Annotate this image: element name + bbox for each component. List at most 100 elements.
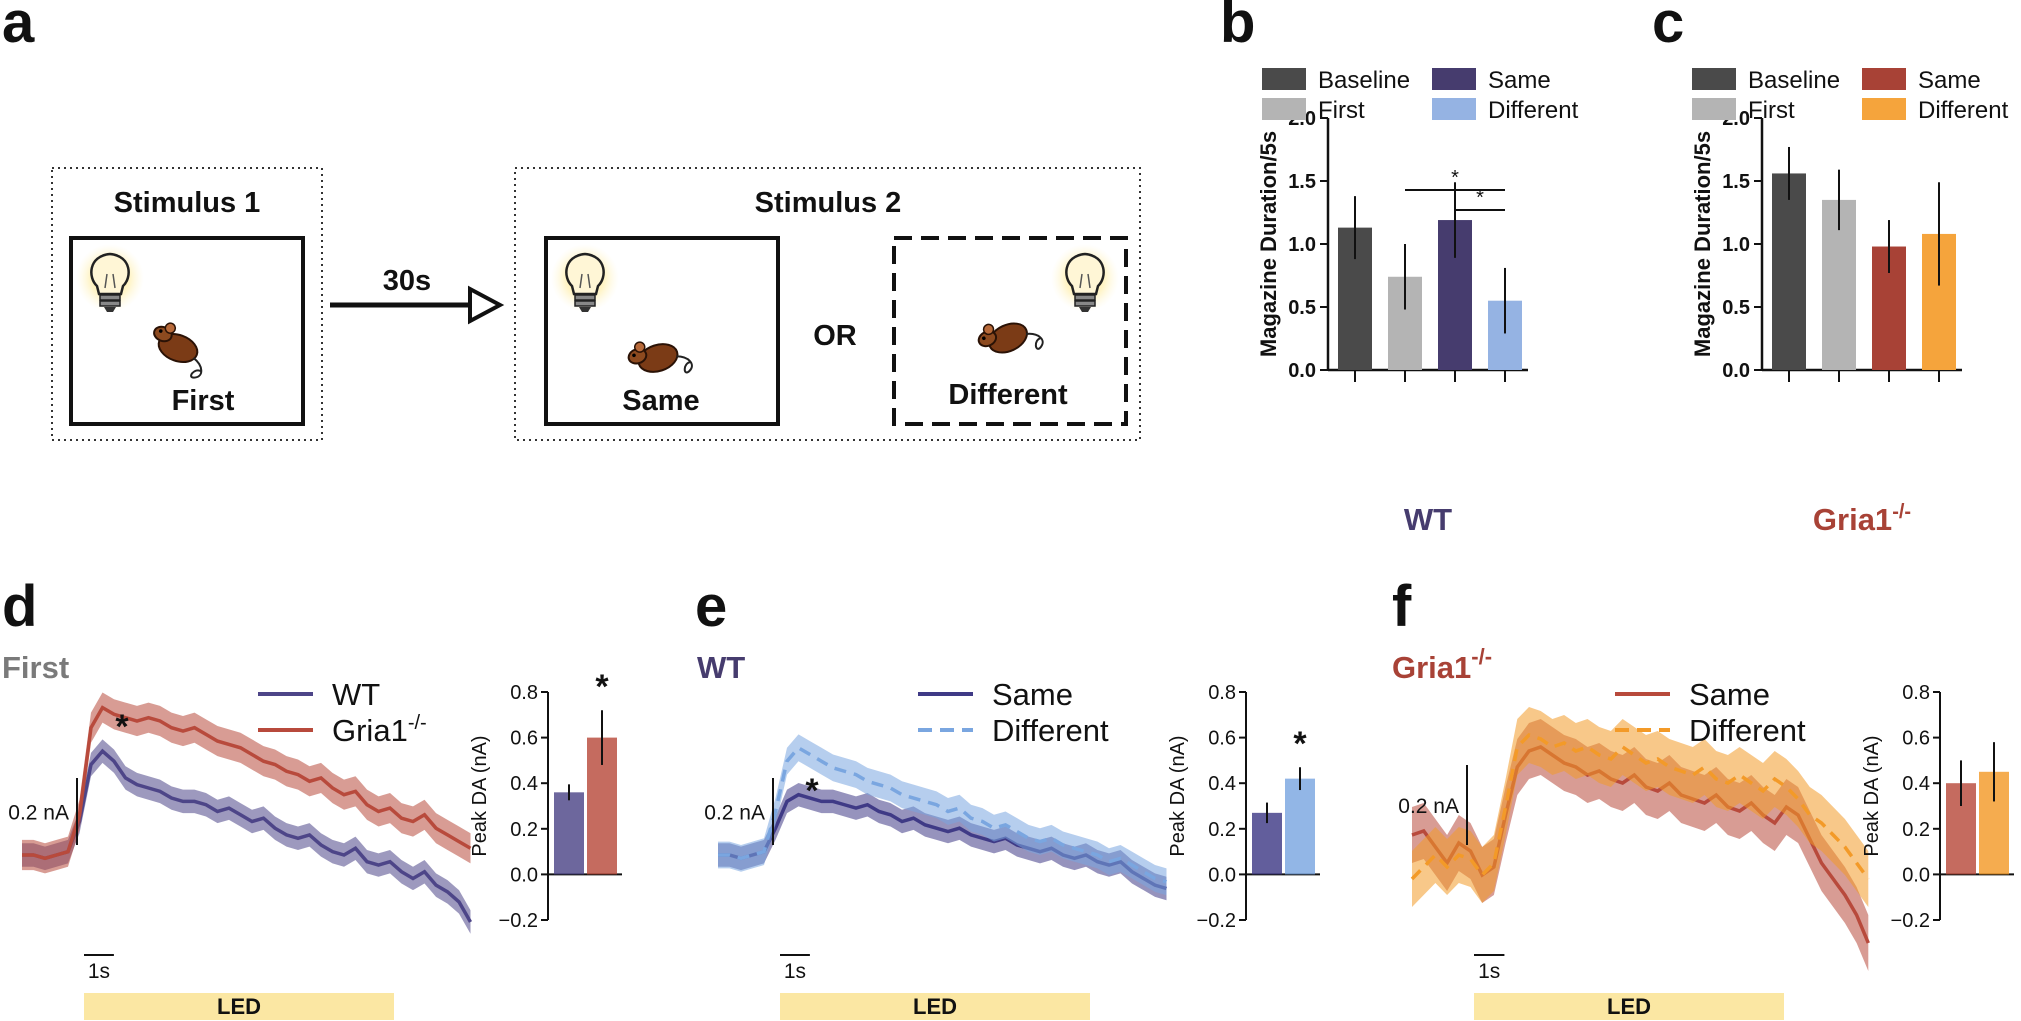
stimulus2-title: Stimulus 2 bbox=[755, 187, 902, 219]
y-tick-label: 0.0 bbox=[1722, 360, 1750, 382]
y-tick-label: −0.2 bbox=[499, 910, 538, 932]
y-tick-label: 1.5 bbox=[1288, 171, 1316, 193]
legend-label: Same bbox=[1918, 67, 1981, 94]
legend-label-text: Same bbox=[992, 677, 1073, 712]
y-tick-label: 0.0 bbox=[510, 864, 538, 886]
legend-label: Baseline bbox=[1748, 67, 1840, 94]
y-tick-label: −0.2 bbox=[1891, 910, 1930, 932]
legend-label: Same bbox=[1488, 67, 1551, 94]
y-tick-label: 0.2 bbox=[1208, 819, 1236, 841]
y-tick-label: 0.8 bbox=[1208, 682, 1236, 704]
legend-label: Different bbox=[1488, 97, 1579, 124]
y-axis-label: Peak DA (nA) bbox=[469, 735, 491, 856]
panel-title: First bbox=[2, 650, 69, 685]
y-tick-label: 0.4 bbox=[1208, 773, 1236, 795]
legend-swatch bbox=[1692, 98, 1736, 120]
y-tick-label: 0.2 bbox=[510, 819, 538, 841]
y-tick-label: −0.2 bbox=[1197, 910, 1236, 932]
led-bar bbox=[780, 993, 1090, 1020]
group-label-text: WT bbox=[1404, 502, 1452, 537]
schematic-panel: Stimulus 1 First 30s Stimulus 2 Same OR … bbox=[51, 167, 1141, 441]
trace-band bbox=[22, 739, 471, 934]
legend-label: First bbox=[1748, 97, 1795, 124]
legend-label: Different bbox=[1918, 97, 2009, 124]
panel-d-inset-chart: −0.2 0.0 0.2 0.4 0.6 0.8 Peak DA (nA) * bbox=[469, 668, 622, 932]
or-label: OR bbox=[813, 320, 857, 352]
significance-star: * bbox=[1293, 725, 1307, 763]
y-tick-label: 0.6 bbox=[1208, 728, 1236, 750]
stimulus2-outline bbox=[514, 167, 1141, 441]
y-tick-label: 0.0 bbox=[1288, 360, 1316, 382]
bar bbox=[1772, 173, 1806, 370]
legend-label: Gria1-/- bbox=[332, 712, 427, 748]
panel-title-text: First bbox=[2, 650, 69, 685]
legend-swatch bbox=[1262, 98, 1306, 120]
legend-label: First bbox=[1318, 97, 1365, 124]
y-axis-label: Peak DA (nA) bbox=[1167, 735, 1189, 856]
significance-star: * bbox=[1476, 187, 1484, 209]
panel-letter-c: c bbox=[1652, 0, 1684, 55]
trace-line bbox=[22, 705, 472, 861]
trace-band bbox=[22, 692, 471, 874]
panel-title-text: Gria1 bbox=[1392, 650, 1471, 685]
legend-swatch bbox=[1862, 98, 1906, 120]
legend-label: Same bbox=[1689, 677, 1770, 712]
trace-band bbox=[1412, 707, 1869, 907]
bar bbox=[554, 792, 584, 875]
same-label: Same bbox=[622, 385, 699, 417]
scale-bar-x-label: 1s bbox=[88, 960, 110, 983]
y-tick-label: 1.5 bbox=[1722, 171, 1750, 193]
legend-label: Same bbox=[992, 677, 1073, 712]
panel-title: Gria1-/- bbox=[1392, 644, 1492, 685]
legend-label: Different bbox=[992, 713, 1109, 748]
y-tick-label: 0.6 bbox=[1902, 728, 1930, 750]
legend-label-text: Gria1 bbox=[332, 713, 408, 748]
group-label-sup: -/- bbox=[1892, 501, 1911, 523]
y-tick-label: 0.6 bbox=[510, 728, 538, 750]
y-tick-label: 0.4 bbox=[510, 773, 538, 795]
legend-label-text: Same bbox=[1689, 677, 1770, 712]
scale-bar-y-label: 0.2 nA bbox=[1398, 795, 1459, 818]
scale-bar-y-label: 0.2 nA bbox=[8, 802, 69, 825]
y-tick-label: 1.0 bbox=[1288, 234, 1316, 256]
significance-star: * bbox=[595, 668, 609, 706]
y-tick-label: 0.5 bbox=[1722, 297, 1750, 319]
led-bar bbox=[1474, 993, 1784, 1020]
significance-star: * bbox=[115, 708, 129, 746]
led-label: LED bbox=[913, 994, 957, 1019]
y-tick-label: 1.0 bbox=[1722, 234, 1750, 256]
panel-f-inset-chart: −0.2 0.0 0.2 0.4 0.6 0.8 Peak DA (nA) bbox=[1861, 682, 2014, 932]
panel-letter-b: b bbox=[1220, 0, 1255, 55]
y-tick-label: 0.2 bbox=[1902, 819, 1930, 841]
legend-label-text: Different bbox=[1689, 713, 1806, 748]
trace-band bbox=[718, 782, 1167, 901]
legend-label-sup: -/- bbox=[408, 712, 427, 734]
bar bbox=[1285, 778, 1315, 875]
significance-star: * bbox=[805, 772, 819, 810]
legend-swatch bbox=[1862, 68, 1906, 90]
panel-e-inset-chart: −0.2 0.0 0.2 0.4 0.6 0.8 Peak DA (nA) * bbox=[1167, 682, 1320, 932]
led-label: LED bbox=[1607, 994, 1651, 1019]
y-axis-label: Magazine Duration/5s bbox=[1690, 131, 1715, 357]
delay-label: 30s bbox=[383, 265, 431, 297]
bar bbox=[1252, 812, 1282, 875]
significance-star: * bbox=[1451, 167, 1459, 189]
legend-label-text: WT bbox=[332, 677, 380, 712]
legend-label: Baseline bbox=[1318, 67, 1410, 94]
legend-label: Different bbox=[1689, 713, 1806, 748]
legend-swatch bbox=[1262, 68, 1306, 90]
panel-title-text: WT bbox=[697, 650, 745, 685]
y-tick-label: 0.8 bbox=[1902, 682, 1930, 704]
panel-letter-a: a bbox=[2, 0, 35, 55]
legend-swatch bbox=[1692, 68, 1736, 90]
legend-swatch bbox=[1432, 68, 1476, 90]
y-tick-label: 0.8 bbox=[510, 682, 538, 704]
panel-title-sup: -/- bbox=[1471, 644, 1492, 669]
y-axis-label: Peak DA (nA) bbox=[1861, 735, 1883, 856]
legend-label-text: Different bbox=[992, 713, 1109, 748]
